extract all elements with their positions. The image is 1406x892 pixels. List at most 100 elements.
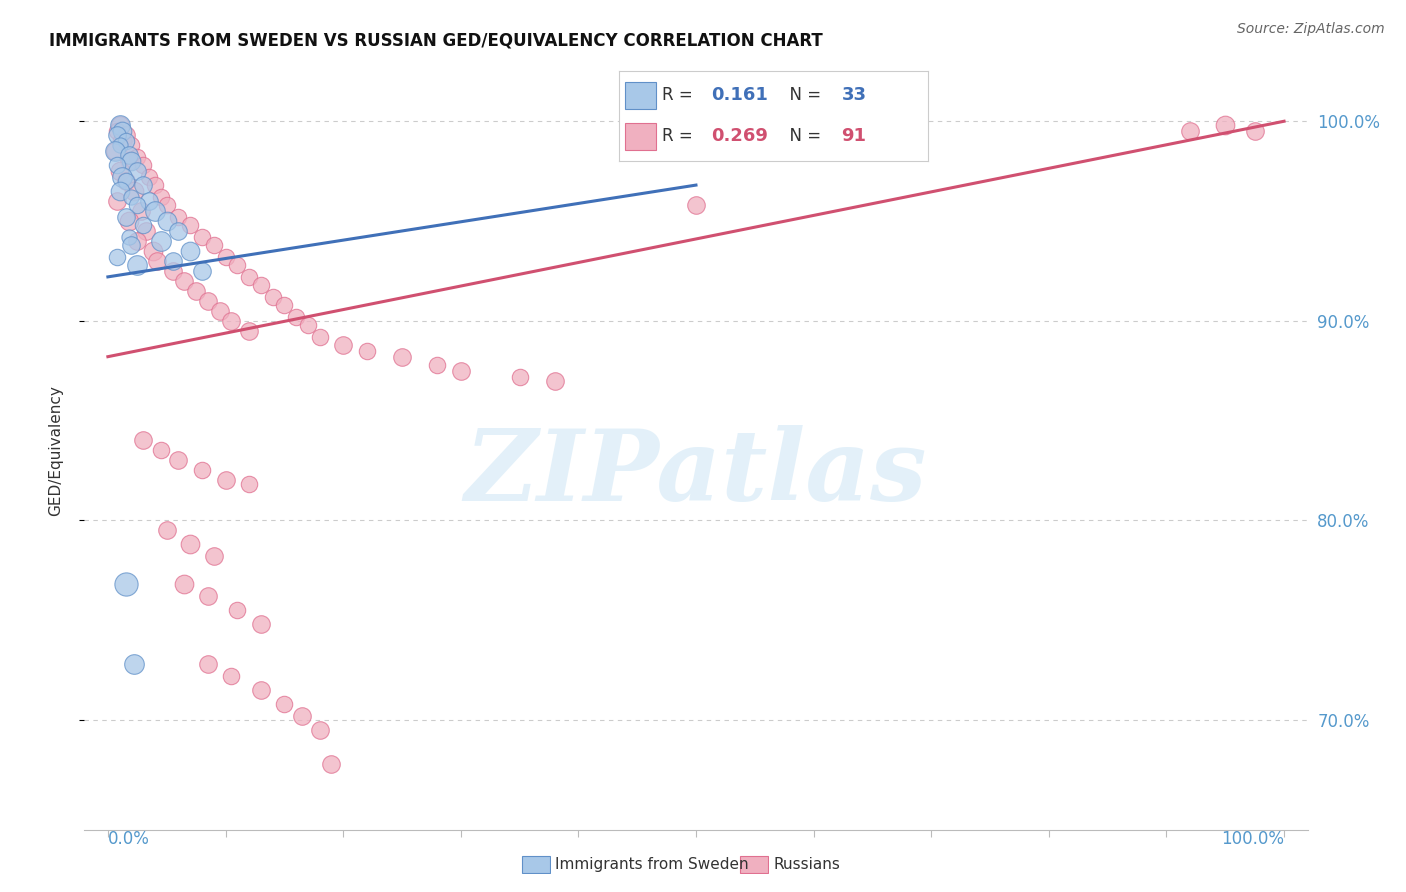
Point (249, 617, 271, 632)
Point (167, 210, 190, 224)
Point (143, 204, 166, 219)
Text: Russians: Russians (773, 857, 841, 871)
Point (122, 657, 145, 671)
Point (118, 214, 141, 228)
Point (104, 144, 127, 158)
Point (191, 463, 214, 477)
Point (191, 264, 214, 278)
Bar (624, 123, 655, 150)
Point (127, 234, 149, 248)
Text: ZIPatlas: ZIPatlas (465, 425, 927, 522)
Point (120, 138, 142, 153)
Point (291, 708, 314, 723)
Text: 0.161: 0.161 (711, 87, 768, 104)
Point (1178, 124, 1201, 138)
Point (114, 128, 136, 143)
Point (202, 549, 225, 564)
Point (184, 284, 207, 298)
Point (127, 258, 149, 272)
Point (238, 477, 260, 491)
Point (162, 253, 184, 268)
Point (167, 224, 190, 238)
Point (108, 138, 131, 153)
Point (214, 250, 236, 264)
Point (105, 250, 128, 264)
Point (132, 434, 155, 448)
Point (149, 190, 172, 204)
Point (426, 358, 449, 372)
Point (129, 204, 152, 219)
Text: Immigrants from Sweden: Immigrants from Sweden (555, 857, 749, 871)
Text: 0.0%: 0.0% (108, 830, 150, 847)
Point (249, 682, 271, 697)
Point (509, 369, 531, 384)
Point (202, 238, 225, 252)
Point (214, 474, 236, 488)
Text: R =: R = (662, 128, 697, 145)
Point (108, 118, 131, 132)
Point (308, 329, 330, 343)
Point (179, 537, 201, 551)
Text: 33: 33 (841, 87, 866, 104)
Point (114, 577, 136, 591)
Point (197, 589, 219, 603)
Point (173, 577, 195, 591)
Point (142, 244, 165, 258)
Point (226, 258, 249, 272)
Point (127, 150, 149, 164)
Point (108, 118, 131, 132)
Point (111, 170, 134, 185)
Point (149, 443, 172, 458)
Point (1243, 124, 1265, 138)
Point (156, 523, 179, 537)
Point (450, 364, 472, 378)
Point (308, 723, 330, 737)
Point (221, 669, 243, 683)
Point (197, 293, 219, 308)
Point (132, 158, 155, 172)
Point (297, 318, 319, 332)
Point (149, 234, 172, 248)
Point (156, 198, 179, 212)
Point (104, 144, 127, 158)
Point (146, 253, 169, 268)
Point (356, 343, 378, 358)
Point (208, 303, 231, 318)
Point (179, 218, 201, 232)
Point (197, 657, 219, 671)
Point (108, 164, 131, 178)
Point (118, 148, 141, 162)
Point (114, 174, 136, 188)
Point (321, 756, 343, 771)
Text: Source: ZipAtlas.com: Source: ZipAtlas.com (1237, 22, 1385, 37)
Point (120, 238, 142, 252)
Text: N =: N = (779, 128, 827, 145)
Point (105, 128, 128, 143)
Point (105, 158, 128, 172)
Point (114, 210, 136, 224)
Point (122, 184, 145, 198)
Point (138, 194, 160, 208)
Bar (624, 82, 655, 109)
Point (143, 178, 166, 192)
Point (105, 124, 128, 138)
Point (391, 350, 413, 364)
Point (173, 274, 195, 288)
Point (332, 337, 354, 351)
Point (135, 224, 157, 238)
Point (167, 453, 190, 467)
Point (120, 154, 142, 169)
Point (685, 198, 707, 212)
Point (127, 198, 149, 212)
Point (221, 314, 243, 328)
Point (132, 218, 155, 232)
Text: 0.269: 0.269 (711, 128, 768, 145)
Point (273, 697, 295, 711)
Point (114, 174, 136, 188)
Point (127, 164, 149, 178)
Point (132, 178, 155, 192)
Point (191, 230, 214, 244)
Text: 100.0%: 100.0% (1220, 830, 1284, 847)
Point (111, 124, 134, 138)
Point (111, 134, 134, 148)
